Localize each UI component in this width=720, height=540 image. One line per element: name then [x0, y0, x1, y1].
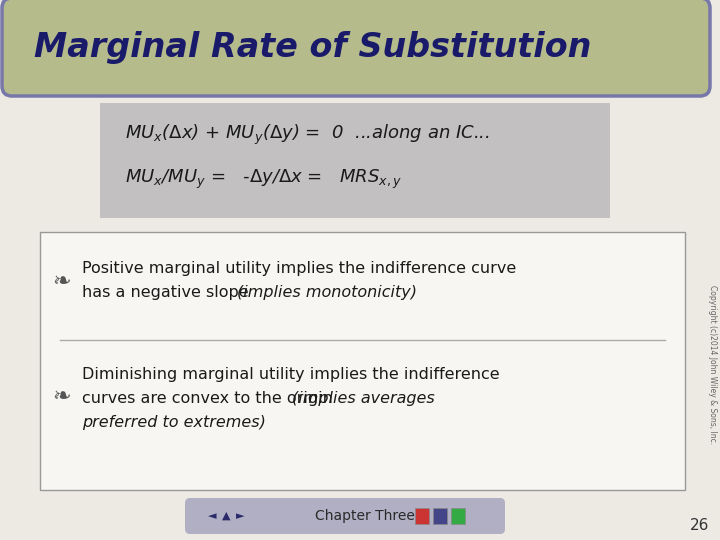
Text: ❧: ❧ — [53, 272, 71, 292]
FancyBboxPatch shape — [2, 0, 710, 96]
Text: Positive marginal utility implies the indifference curve: Positive marginal utility implies the in… — [82, 261, 516, 276]
Text: preferred to extremes): preferred to extremes) — [82, 415, 266, 430]
Text: (implies averages: (implies averages — [292, 392, 435, 407]
Text: curves are convex to the origin: curves are convex to the origin — [82, 392, 343, 407]
FancyBboxPatch shape — [433, 508, 447, 524]
Text: has a negative slope: has a negative slope — [82, 285, 253, 300]
Text: 26: 26 — [690, 517, 710, 532]
Text: MU$_x$($\Delta$x) + MU$_y$($\Delta$y) =  0  ...along an IC...: MU$_x$($\Delta$x) + MU$_y$($\Delta$y) = … — [125, 123, 490, 147]
Text: ►: ► — [235, 511, 244, 521]
FancyBboxPatch shape — [185, 498, 505, 534]
Text: ◄: ◄ — [208, 511, 216, 521]
Text: Chapter Three: Chapter Three — [315, 509, 415, 523]
FancyBboxPatch shape — [415, 508, 429, 524]
Text: MU$_x$/MU$_y$ =   -$\Delta$y/$\Delta$x =   MRS$_{x,y}$: MU$_x$/MU$_y$ = -$\Delta$y/$\Delta$x = M… — [125, 167, 402, 191]
Text: (implies monotonicity): (implies monotonicity) — [237, 285, 417, 300]
FancyBboxPatch shape — [100, 103, 610, 218]
FancyBboxPatch shape — [451, 508, 465, 524]
Text: Marginal Rate of Substitution: Marginal Rate of Substitution — [34, 30, 591, 64]
Text: Copyright (c)2014 John Wiley & Sons, Inc.: Copyright (c)2014 John Wiley & Sons, Inc… — [708, 286, 716, 444]
FancyBboxPatch shape — [40, 232, 685, 490]
Text: Diminishing marginal utility implies the indifference: Diminishing marginal utility implies the… — [82, 368, 500, 382]
Text: ▲: ▲ — [222, 511, 230, 521]
Text: ❧: ❧ — [53, 387, 71, 407]
